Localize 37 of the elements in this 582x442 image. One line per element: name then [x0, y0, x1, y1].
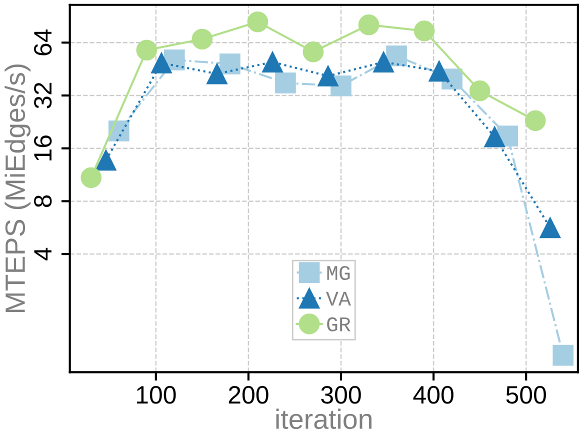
point: [484, 126, 506, 148]
point: [275, 72, 296, 94]
point: [136, 40, 158, 61]
point: [262, 52, 283, 72]
y-tick-label: 32: [34, 82, 52, 108]
point: [206, 63, 228, 84]
legend-label: GR: [327, 317, 350, 332]
point: [302, 41, 324, 62]
legend-label: VA: [326, 292, 351, 306]
point: [469, 80, 490, 102]
x-tick-label: 200: [228, 386, 268, 404]
x-tick-label: 500: [506, 386, 546, 404]
point: [552, 344, 574, 366]
x-axis-title: iteration: [276, 408, 372, 430]
y-tick-label: 64: [34, 29, 52, 56]
point: [428, 60, 450, 82]
x-tick-label: 400: [413, 386, 454, 404]
point: [414, 20, 435, 42]
point: [192, 28, 213, 50]
y-tick-label: 4: [34, 248, 52, 260]
x-tick-label: 100: [136, 386, 176, 404]
legend-label: MG: [327, 266, 350, 280]
point: [386, 45, 407, 66]
point: [540, 217, 561, 238]
y-axis-title: MTEPS (MiEdges/s): [4, 64, 31, 312]
point: [80, 167, 102, 188]
point: [220, 54, 240, 74]
point: [247, 11, 268, 32]
point: [524, 110, 546, 132]
x-tick-label: 300: [321, 386, 361, 404]
point: [318, 66, 338, 86]
point: [373, 52, 394, 72]
point: [96, 150, 116, 171]
point: [358, 14, 380, 36]
y-tick-label: 16: [34, 136, 52, 160]
y-tick-label: 8: [34, 195, 52, 208]
point: [151, 52, 172, 74]
